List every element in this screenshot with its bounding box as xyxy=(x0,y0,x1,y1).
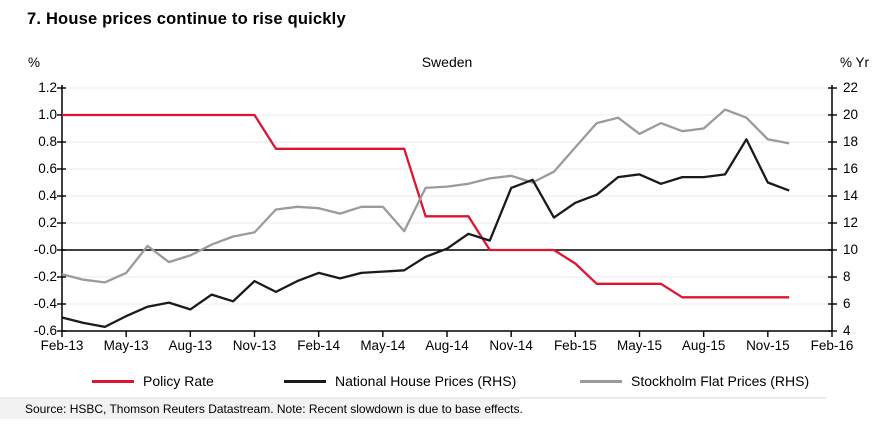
x-axis-tick-label: Feb-14 xyxy=(297,338,341,353)
left-axis-tick-label: 1.0 xyxy=(38,107,57,122)
source-band xyxy=(0,399,520,419)
left-axis-tick-label: 0.6 xyxy=(38,161,57,176)
x-axis-tick-label: Feb-16 xyxy=(810,338,854,353)
x-axis-tick-label: Nov-14 xyxy=(489,338,533,353)
x-axis-tick-label: Feb-15 xyxy=(553,338,597,353)
left-axis-tick-label: 0.4 xyxy=(38,188,57,203)
source-note: Source: HSBC, Thomson Reuters Datastream… xyxy=(25,402,523,416)
left-axis-tick-label: -0.0 xyxy=(33,242,57,257)
left-axis-tick-label: 0.8 xyxy=(38,134,57,149)
right-axis-tick-label: 18 xyxy=(843,134,859,149)
x-axis-tick-label: Aug-13 xyxy=(168,338,213,353)
legend-line-swatch xyxy=(92,379,134,383)
right-axis-tick-label: 22 xyxy=(843,80,859,95)
left-axis-tick-label: 0.2 xyxy=(38,215,57,230)
left-axis-tick-label: -0.4 xyxy=(33,296,57,311)
legend-item: Stockholm Flat Prices (RHS) xyxy=(580,373,809,389)
left-axis-tick-label: 1.2 xyxy=(38,80,57,95)
legend-line-swatch xyxy=(284,379,326,383)
series-line-policy-rate xyxy=(62,113,790,299)
right-axis-tick-label: 20 xyxy=(843,107,859,122)
series-line-national-house-prices-rhs xyxy=(61,138,790,329)
legend-item: National House Prices (RHS) xyxy=(284,373,516,389)
chart-title: 7. House prices continue to rise quickly xyxy=(27,10,346,28)
chart-subtitle: Sweden xyxy=(421,54,473,70)
x-axis-tick-label: Aug-14 xyxy=(425,338,469,353)
x-axis-tick-label: May-15 xyxy=(616,338,662,353)
left-axis-tick-label: -0.6 xyxy=(33,323,57,338)
right-axis-tick-label: 8 xyxy=(843,269,851,284)
right-axis-tick-label: 10 xyxy=(843,242,859,257)
x-axis-tick-label: Aug-15 xyxy=(681,338,726,353)
legend-label: Stockholm Flat Prices (RHS) xyxy=(631,373,810,389)
right-axis-tick-label: 12 xyxy=(843,215,859,230)
left-axis-tick-label: -0.2 xyxy=(33,269,57,284)
x-axis-tick-label: May-14 xyxy=(360,338,406,353)
right-axis-tick-label: 6 xyxy=(843,296,851,311)
legend-line-swatch xyxy=(580,379,622,383)
legend-label: Policy Rate xyxy=(143,373,214,389)
right-axis-tick-label: 14 xyxy=(843,188,859,203)
legend-item: Policy Rate xyxy=(92,373,214,389)
right-axis-unit-label: % Yr xyxy=(840,55,870,70)
left-axis-unit-label: % xyxy=(28,55,41,70)
right-axis-tick-label: 4 xyxy=(843,323,851,338)
x-axis-tick-label: May-13 xyxy=(103,338,149,353)
x-axis-tick-label: Nov-13 xyxy=(232,338,277,353)
legend-label: National House Prices (RHS) xyxy=(335,373,517,389)
series-line-stockholm-flat-prices-rhs xyxy=(61,108,790,284)
right-axis-tick-label: 16 xyxy=(843,161,859,176)
x-axis-tick-label: Nov-15 xyxy=(746,338,790,353)
source-divider xyxy=(0,397,826,399)
x-axis-tick-label: Feb-13 xyxy=(40,338,84,353)
